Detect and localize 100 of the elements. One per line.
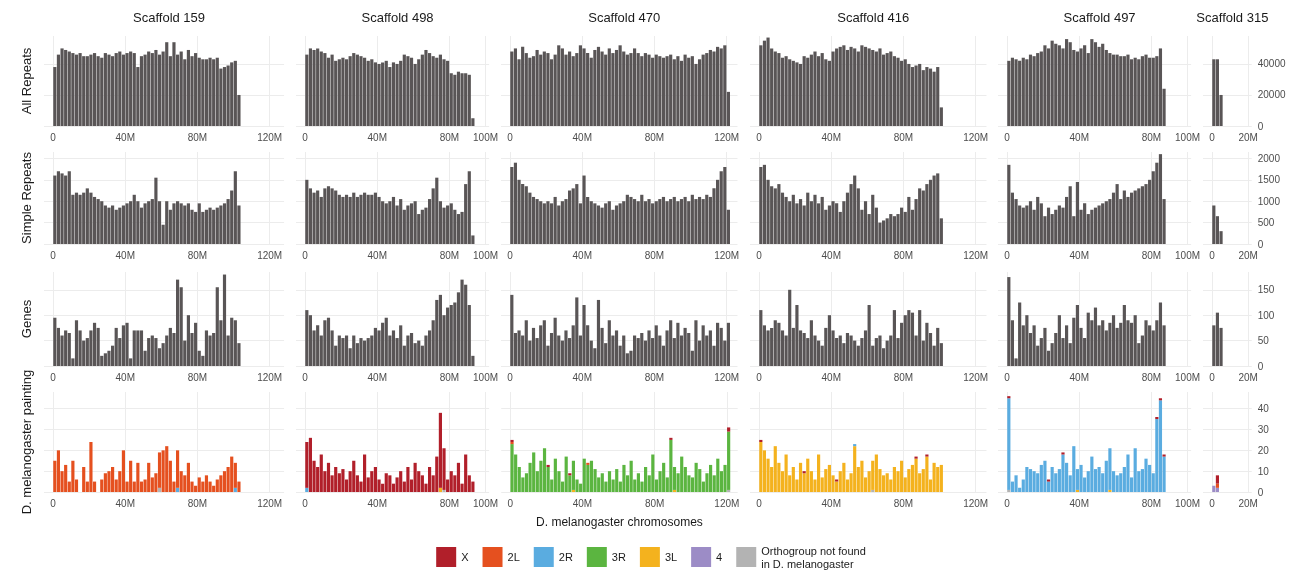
bar	[1094, 307, 1098, 366]
bar	[373, 327, 378, 366]
bar	[1057, 205, 1062, 244]
bar	[107, 207, 111, 244]
y-tick-label: 50	[1257, 335, 1270, 347]
bar	[805, 57, 810, 126]
bar	[402, 54, 406, 126]
bar	[363, 57, 367, 126]
x-tick-label: 0	[302, 497, 309, 509]
bar	[1036, 196, 1040, 244]
bar	[391, 330, 396, 366]
y-tick-label: 40	[1257, 403, 1270, 415]
bar	[589, 460, 594, 492]
bar	[834, 203, 838, 244]
bar	[406, 205, 410, 244]
bar	[852, 446, 856, 492]
bar	[935, 173, 939, 244]
bar	[820, 53, 824, 126]
bar	[615, 469, 619, 492]
bar	[773, 51, 777, 126]
bar	[899, 60, 903, 126]
x-tick-label: 20M	[1238, 497, 1259, 509]
bar	[1018, 60, 1022, 126]
bar	[874, 454, 878, 492]
bar	[582, 175, 586, 244]
bar	[388, 475, 392, 492]
bar	[1115, 184, 1119, 244]
bar	[103, 473, 107, 492]
bar	[532, 452, 536, 492]
x-tick-label: 120M	[257, 249, 283, 261]
bar	[377, 196, 381, 244]
bar	[1014, 475, 1018, 492]
bar	[1054, 43, 1058, 126]
bar	[345, 335, 349, 366]
y-tick-label: 40000	[1257, 58, 1287, 70]
bar	[1144, 54, 1148, 126]
bar	[150, 53, 154, 126]
y-tick-label: 500	[1257, 217, 1276, 229]
bar	[542, 203, 547, 244]
bar	[330, 54, 334, 126]
bar	[863, 46, 867, 126]
bar	[308, 48, 313, 126]
bar	[406, 56, 410, 126]
bar	[312, 49, 316, 126]
bar	[615, 330, 619, 366]
bar	[1086, 312, 1090, 366]
bar	[676, 322, 680, 366]
bar	[323, 320, 327, 366]
bar	[212, 59, 216, 126]
x-tick-label: 80M	[1141, 371, 1162, 383]
bar	[719, 48, 724, 126]
y-tick-label: 0	[1257, 486, 1264, 498]
bar	[651, 57, 655, 126]
bar	[784, 454, 788, 492]
x-tick-label: 0	[1209, 131, 1216, 143]
bar	[1133, 448, 1137, 492]
bar	[878, 335, 882, 366]
bar	[791, 467, 795, 492]
bar	[1101, 43, 1105, 126]
legend-label: 2R	[558, 551, 573, 563]
bar	[326, 57, 331, 126]
bar	[524, 186, 529, 244]
x-tick-label: 40M	[821, 249, 841, 261]
bar	[1130, 192, 1134, 244]
bar	[845, 332, 849, 366]
bar	[92, 196, 97, 244]
bar	[1083, 45, 1087, 126]
bar	[175, 450, 180, 488]
x-tick-label: 0	[302, 371, 309, 383]
x-tick-label: 0	[50, 249, 57, 261]
x-tick-label: 0	[507, 497, 514, 509]
bar	[1158, 400, 1163, 492]
bar	[665, 201, 669, 244]
bar	[125, 53, 129, 126]
bar	[337, 59, 341, 126]
bar	[669, 320, 673, 366]
bar	[776, 184, 781, 244]
bar	[399, 471, 403, 492]
bar	[1029, 54, 1033, 126]
bar	[514, 162, 518, 244]
bar	[183, 205, 187, 244]
bar	[121, 325, 126, 366]
bar	[589, 201, 594, 244]
bar	[114, 53, 118, 126]
y-tick-label: 100	[1257, 309, 1276, 321]
bar	[809, 54, 813, 126]
x-tick-label: 80M	[1141, 131, 1162, 143]
bar	[132, 330, 136, 366]
bar	[373, 192, 378, 244]
bar	[1108, 53, 1112, 126]
bar	[813, 194, 817, 244]
bar	[464, 73, 468, 126]
bar	[1065, 39, 1069, 126]
x-tick-label: 80M	[439, 131, 460, 143]
bar	[215, 287, 219, 366]
chart-title: Scaffold 159	[133, 10, 206, 25]
bar	[845, 49, 849, 126]
y-tick-label: 30	[1257, 424, 1270, 435]
bar	[553, 196, 557, 244]
bar	[56, 171, 61, 244]
